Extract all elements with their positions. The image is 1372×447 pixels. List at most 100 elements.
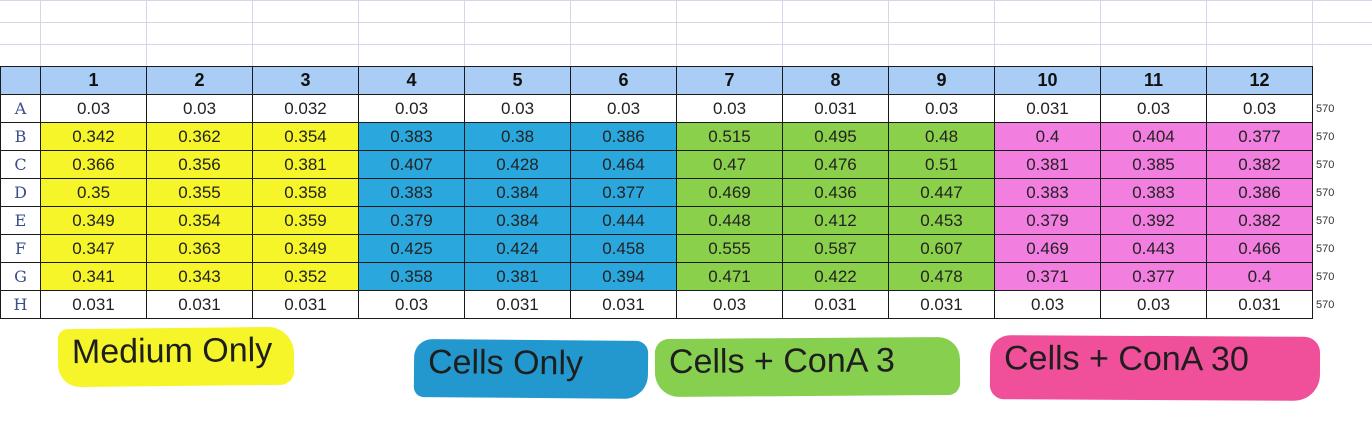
table-cell[interactable]: 0.458 <box>570 234 677 263</box>
table-cell[interactable]: 0.48 <box>888 122 995 151</box>
table-cell[interactable]: 0.031 <box>146 290 253 319</box>
table-cell[interactable]: 0.383 <box>994 178 1101 207</box>
table-cell[interactable]: 0.386 <box>570 122 677 151</box>
table-cell[interactable]: 0.35 <box>40 178 147 207</box>
table-cell[interactable]: 0.469 <box>676 178 783 207</box>
table-cell[interactable]: 0.379 <box>994 206 1101 235</box>
table-cell[interactable]: 0.443 <box>1100 234 1207 263</box>
table-cell[interactable]: 0.4 <box>994 122 1101 151</box>
table-cell[interactable]: 0.453 <box>888 206 995 235</box>
table-cell[interactable]: 0.347 <box>40 234 147 263</box>
table-cell[interactable]: 0.342 <box>40 122 147 151</box>
table-cell[interactable]: 0.448 <box>676 206 783 235</box>
table-cell[interactable]: 0.404 <box>1100 122 1207 151</box>
row-label[interactable]: D <box>0 178 41 207</box>
table-cell[interactable]: 0.447 <box>888 178 995 207</box>
table-cell[interactable]: 0.371 <box>994 262 1101 291</box>
table-cell[interactable]: 0.341 <box>40 262 147 291</box>
column-header[interactable]: 11 <box>1100 66 1207 95</box>
table-cell[interactable]: 0.476 <box>782 150 889 179</box>
table-cell[interactable]: 0.587 <box>782 234 889 263</box>
table-cell[interactable]: 0.03 <box>888 94 995 123</box>
table-cell[interactable]: 0.363 <box>146 234 253 263</box>
table-cell[interactable]: 0.03 <box>676 290 783 319</box>
table-cell[interactable]: 0.381 <box>252 150 359 179</box>
table-cell[interactable]: 0.394 <box>570 262 677 291</box>
table-cell[interactable]: 0.03 <box>1206 94 1313 123</box>
table-cell[interactable]: 0.358 <box>358 262 465 291</box>
table-cell[interactable]: 0.349 <box>252 234 359 263</box>
column-header[interactable]: 1 <box>40 66 147 95</box>
table-cell[interactable]: 0.381 <box>464 262 571 291</box>
column-header[interactable]: 9 <box>888 66 995 95</box>
column-header[interactable]: 5 <box>464 66 571 95</box>
table-cell[interactable]: 0.385 <box>1100 150 1207 179</box>
table-cell[interactable]: 0.4 <box>1206 262 1313 291</box>
table-cell[interactable]: 0.412 <box>782 206 889 235</box>
table-cell[interactable]: 0.03 <box>146 94 253 123</box>
table-cell[interactable]: 0.383 <box>1100 178 1207 207</box>
table-cell[interactable]: 0.03 <box>1100 94 1207 123</box>
table-cell[interactable]: 0.031 <box>888 290 995 319</box>
table-cell[interactable]: 0.384 <box>464 178 571 207</box>
table-cell[interactable]: 0.515 <box>676 122 783 151</box>
table-cell[interactable]: 0.607 <box>888 234 995 263</box>
table-cell[interactable]: 0.379 <box>358 206 465 235</box>
table-cell[interactable]: 0.392 <box>1100 206 1207 235</box>
table-cell[interactable]: 0.384 <box>464 206 571 235</box>
table-cell[interactable]: 0.031 <box>994 94 1101 123</box>
table-cell[interactable]: 0.358 <box>252 178 359 207</box>
table-cell[interactable]: 0.352 <box>252 262 359 291</box>
row-label[interactable]: C <box>0 150 41 179</box>
row-label[interactable]: B <box>0 122 41 151</box>
table-cell[interactable]: 0.425 <box>358 234 465 263</box>
table-cell[interactable]: 0.382 <box>1206 150 1313 179</box>
table-cell[interactable]: 0.03 <box>570 94 677 123</box>
column-header[interactable]: 3 <box>252 66 359 95</box>
table-cell[interactable]: 0.377 <box>570 178 677 207</box>
row-label[interactable]: E <box>0 206 41 235</box>
table-cell[interactable]: 0.362 <box>146 122 253 151</box>
table-cell[interactable]: 0.354 <box>252 122 359 151</box>
table-cell[interactable]: 0.555 <box>676 234 783 263</box>
table-cell[interactable]: 0.471 <box>676 262 783 291</box>
table-cell[interactable]: 0.495 <box>782 122 889 151</box>
table-cell[interactable]: 0.469 <box>994 234 1101 263</box>
column-header[interactable]: 6 <box>570 66 677 95</box>
table-cell[interactable]: 0.478 <box>888 262 995 291</box>
column-header[interactable]: 12 <box>1206 66 1313 95</box>
table-cell[interactable]: 0.422 <box>782 262 889 291</box>
column-header[interactable]: 8 <box>782 66 889 95</box>
table-cell[interactable]: 0.03 <box>676 94 783 123</box>
column-header[interactable]: 4 <box>358 66 465 95</box>
column-header[interactable]: 10 <box>994 66 1101 95</box>
table-cell[interactable]: 0.359 <box>252 206 359 235</box>
table-cell[interactable]: 0.031 <box>252 290 359 319</box>
table-cell[interactable]: 0.031 <box>782 290 889 319</box>
table-cell[interactable]: 0.03 <box>1100 290 1207 319</box>
column-header[interactable]: 7 <box>676 66 783 95</box>
table-cell[interactable]: 0.349 <box>40 206 147 235</box>
table-cell[interactable]: 0.428 <box>464 150 571 179</box>
table-cell[interactable]: 0.47 <box>676 150 783 179</box>
table-cell[interactable]: 0.377 <box>1100 262 1207 291</box>
table-cell[interactable]: 0.466 <box>1206 234 1313 263</box>
table-cell[interactable]: 0.382 <box>1206 206 1313 235</box>
table-cell[interactable]: 0.377 <box>1206 122 1313 151</box>
table-cell[interactable]: 0.03 <box>464 94 571 123</box>
table-cell[interactable]: 0.436 <box>782 178 889 207</box>
table-cell[interactable]: 0.032 <box>252 94 359 123</box>
column-header[interactable]: 2 <box>146 66 253 95</box>
table-cell[interactable]: 0.383 <box>358 178 465 207</box>
table-cell[interactable]: 0.03 <box>994 290 1101 319</box>
table-cell[interactable]: 0.355 <box>146 178 253 207</box>
table-cell[interactable]: 0.386 <box>1206 178 1313 207</box>
table-cell[interactable]: 0.464 <box>570 150 677 179</box>
table-cell[interactable]: 0.51 <box>888 150 995 179</box>
table-cell[interactable]: 0.383 <box>358 122 465 151</box>
table-cell[interactable]: 0.366 <box>40 150 147 179</box>
table-cell[interactable]: 0.031 <box>570 290 677 319</box>
table-cell[interactable]: 0.343 <box>146 262 253 291</box>
table-cell[interactable]: 0.381 <box>994 150 1101 179</box>
row-label[interactable]: H <box>0 290 41 319</box>
